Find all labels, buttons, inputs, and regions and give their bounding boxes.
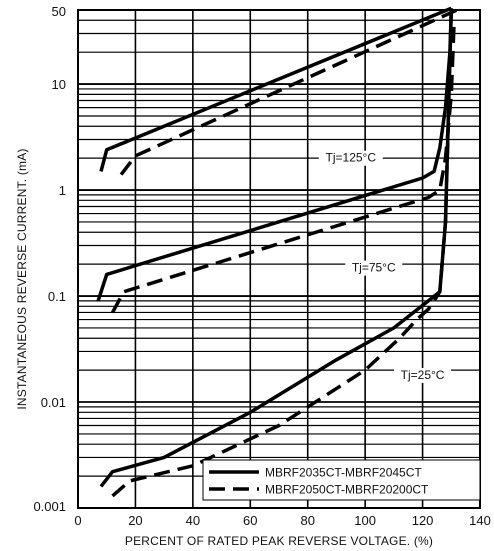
y-tick-label: 10 <box>52 77 66 92</box>
temperature-annotation: Tj=125°C <box>326 151 377 165</box>
x-tick-label: 20 <box>128 513 142 528</box>
series-line <box>110 20 456 314</box>
series-line <box>111 115 451 498</box>
legend-label: MBRF2035CT-MBRF2045CT <box>265 466 422 480</box>
annotation-background <box>318 150 383 166</box>
y-tick-label: 0.01 <box>41 395 66 410</box>
legend: MBRF2035CT-MBRF2045CT MBRF2050CT-MBRF2020… <box>202 459 481 501</box>
temperature-annotations: Tj=125°C Tj=75°C Tj=25°C <box>318 150 452 383</box>
y-tick-label: 0.001 <box>33 499 66 514</box>
series-line <box>119 8 458 176</box>
y-tick-label: 1 <box>59 183 66 198</box>
x-tick-label: 40 <box>186 513 200 528</box>
grid <box>78 9 480 509</box>
legend-label: MBRF2050CT-MBRF20200CT <box>265 483 429 497</box>
y-tick-label: 0.1 <box>48 289 66 304</box>
x-tick-label: 140 <box>469 513 491 528</box>
legend-box <box>202 459 481 501</box>
x-tick-label: 100 <box>354 513 376 528</box>
x-axis-label: PERCENT OF RATED PEAK REVERSE VOLTAGE. (… <box>125 534 433 548</box>
x-tick-label: 120 <box>412 513 434 528</box>
temperature-annotation: Tj=25°C <box>401 368 445 382</box>
x-tick-label: 80 <box>300 513 314 528</box>
x-tick-label: 0 <box>74 513 81 528</box>
annotation-background <box>345 260 403 276</box>
y-tick-label: 50 <box>52 4 66 19</box>
series-group <box>96 6 458 498</box>
y-axis-label: INSTANTANEOUS REVERSE CURRENT. (mA) <box>15 148 29 409</box>
annotation-background <box>394 367 452 383</box>
x-tick-label: 60 <box>243 513 257 528</box>
temperature-annotation: Tj=75°C <box>352 261 396 275</box>
series-line <box>99 9 454 488</box>
plot-frame <box>77 9 481 509</box>
series-line <box>99 6 452 172</box>
tick-labels: 0 20 40 60 80 100 120 140 0.001 0.01 0.1 1 10 50 <box>33 4 490 528</box>
